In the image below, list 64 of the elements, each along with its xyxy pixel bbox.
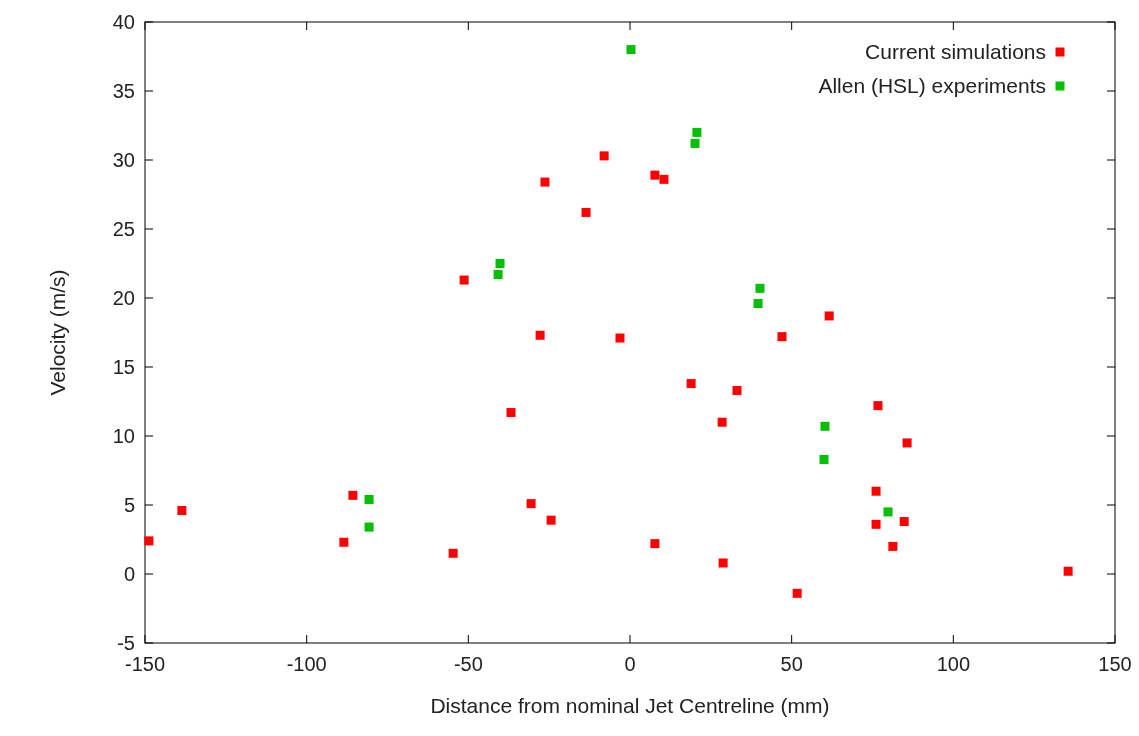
point	[535, 330, 545, 340]
y-tick-label: 25	[112, 218, 135, 240]
point	[888, 541, 898, 551]
point	[883, 507, 893, 517]
point	[493, 270, 503, 280]
y-tick-label: 0	[123, 563, 135, 585]
y-tick-label: 20	[112, 287, 135, 309]
point	[902, 438, 912, 448]
point	[506, 408, 516, 418]
point	[459, 275, 469, 285]
point	[540, 177, 550, 187]
point	[717, 417, 727, 427]
point	[495, 259, 505, 268]
point	[753, 299, 763, 309]
y-tick-label: 40	[112, 11, 135, 33]
point	[690, 138, 700, 148]
point	[873, 401, 883, 411]
point	[581, 207, 591, 217]
point	[659, 174, 669, 184]
point	[448, 548, 458, 558]
point	[899, 517, 909, 527]
point	[755, 283, 765, 293]
x-tick-label: 100	[936, 653, 971, 675]
point	[626, 45, 636, 55]
point	[526, 499, 536, 509]
point	[792, 588, 802, 598]
point	[871, 486, 881, 496]
point	[599, 151, 609, 161]
point	[650, 170, 660, 180]
x-tick-label: -150	[124, 653, 166, 675]
point	[144, 536, 154, 546]
point	[364, 522, 374, 532]
point	[732, 385, 742, 395]
point	[177, 506, 187, 516]
point	[777, 332, 787, 342]
point	[650, 539, 660, 549]
point	[820, 421, 830, 431]
y-tick-label: 35	[112, 80, 135, 102]
y-axis-title: Velocity (m/s)	[46, 269, 69, 396]
legend-label: Allen (HSL) experiments	[818, 74, 1046, 97]
x-axis-title: Distance from nominal Jet Centreline (mm)	[430, 694, 830, 717]
point	[718, 558, 728, 568]
point	[364, 494, 374, 504]
x-tick-label: -100	[286, 653, 327, 675]
y-tick-label: -5	[117, 632, 135, 654]
legend-label: Current simulations	[865, 40, 1046, 63]
point	[692, 127, 702, 137]
x-tick-label: 150	[1098, 653, 1132, 675]
point	[1063, 566, 1073, 576]
point	[871, 519, 881, 529]
y-tick-label: 10	[112, 425, 135, 447]
point	[615, 333, 625, 343]
point	[819, 454, 829, 464]
x-tick-label: 0	[624, 653, 636, 675]
point	[546, 515, 556, 525]
point	[339, 537, 349, 547]
y-tick-label: 5	[123, 494, 135, 516]
point	[348, 490, 358, 500]
y-tick-label: 15	[112, 356, 135, 378]
point	[824, 311, 834, 321]
point	[686, 379, 696, 389]
y-tick-label: 30	[112, 149, 135, 171]
x-tick-label: 50	[780, 653, 803, 675]
x-tick-label: -50	[453, 653, 483, 675]
